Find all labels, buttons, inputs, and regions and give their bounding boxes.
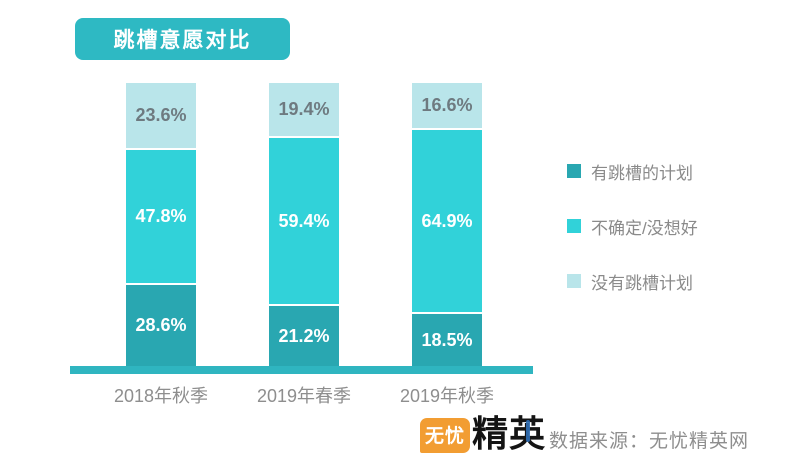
legend-swatch-icon <box>567 219 581 233</box>
legend: 有跳槽的计划 不确定/没想好 没有跳槽计划 <box>567 162 698 327</box>
legend-item: 没有跳槽计划 <box>567 272 698 293</box>
legend-item: 不确定/没想好 <box>567 217 698 238</box>
segment-value-label: 64.9% <box>421 210 473 231</box>
bar-segment: 19.4% <box>269 83 339 138</box>
segment-value-label: 23.6% <box>135 105 187 125</box>
bar-segment: 21.2% <box>269 306 339 366</box>
logo-peacock-accent-icon <box>526 420 531 442</box>
bar-segment: 47.8% <box>126 150 196 285</box>
x-axis-category-label: 2019年秋季 <box>399 386 495 406</box>
bar-segment: 18.5% <box>412 314 482 366</box>
segment-value-label: 21.2% <box>278 325 330 346</box>
chart-title: 跳槽意愿对比 <box>113 29 252 52</box>
legend-label: 不确定/没想好 <box>591 218 698 238</box>
bar-segment: 28.6% <box>126 285 196 366</box>
segment-value-label: 16.6% <box>421 95 473 115</box>
segment-value-label: 18.5% <box>421 329 473 350</box>
legend-swatch-icon <box>567 164 581 178</box>
bar-segment: 64.9% <box>412 130 482 314</box>
legend-item: 有跳槽的计划 <box>567 162 698 183</box>
chart-title-badge: 跳槽意愿对比 <box>75 18 290 60</box>
bar-segment: 59.4% <box>269 138 339 306</box>
stacked-bar-chart: 23.6% 47.8% 28.6% 19.4% 59.4% 21.2% 16.6% 64.9%… <box>70 83 533 406</box>
bar-segment: 23.6% <box>126 83 196 150</box>
brand-logo: 无忧 精英 <box>420 414 546 454</box>
segment-value-label: 28.6% <box>135 315 187 335</box>
logo-bubble: 无忧 <box>420 418 471 454</box>
legend-label: 没有跳槽计划 <box>591 273 693 293</box>
bar-segment: 16.6% <box>412 83 482 130</box>
x-axis-line <box>70 366 533 374</box>
stacked-bar: 19.4% 59.4% 21.2% <box>269 83 339 366</box>
stacked-bar: 16.6% 64.9% 18.5% <box>412 83 482 366</box>
logo-wordmark: 精英 <box>472 414 546 454</box>
legend-label: 有跳槽的计划 <box>591 163 693 183</box>
segment-value-label: 19.4% <box>278 99 330 119</box>
x-axis-category-label: 2019年春季 <box>256 386 352 406</box>
logo-wordmark-text: 精英 <box>472 413 547 454</box>
legend-swatch-icon <box>567 274 581 288</box>
segment-value-label: 47.8% <box>135 206 187 226</box>
stacked-bar: 23.6% 47.8% 28.6% <box>126 83 196 366</box>
segment-value-label: 59.4% <box>278 210 330 231</box>
data-source-text: 数据来源：无忧精英网 <box>549 431 750 452</box>
x-axis-category-label: 2018年秋季 <box>113 386 209 406</box>
